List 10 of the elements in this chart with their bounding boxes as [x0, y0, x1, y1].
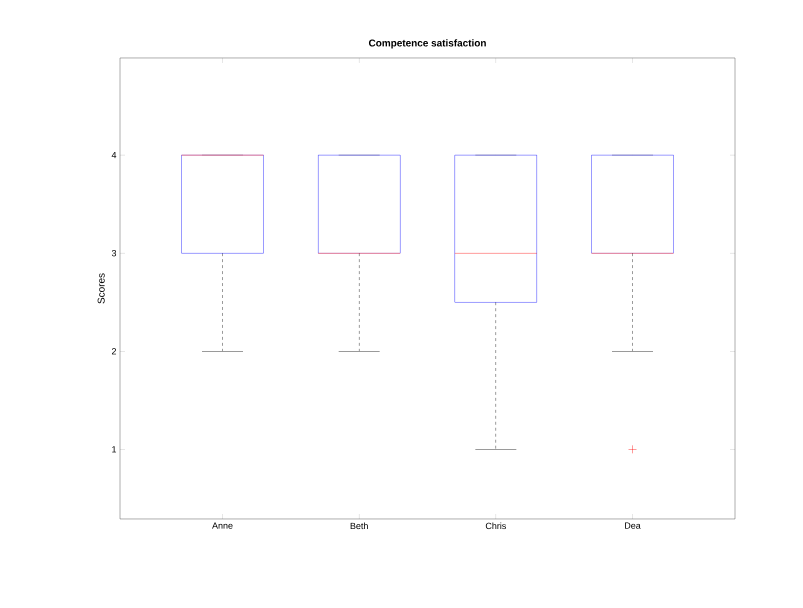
y-tick-label: 4 [112, 152, 116, 158]
y-tick-label: 2 [112, 348, 116, 354]
x-tick-label: Beth [350, 522, 368, 530]
chart-title: Competence satisfaction [368, 39, 486, 48]
x-tick-label: Anne [212, 522, 233, 529]
y-axis-title: Scores [98, 273, 105, 304]
y-tick-label: 3 [112, 250, 116, 256]
x-tick-label: Dea [625, 522, 641, 529]
y-tick-label: 1 [112, 446, 116, 452]
x-tick-label: Chris [486, 522, 506, 530]
